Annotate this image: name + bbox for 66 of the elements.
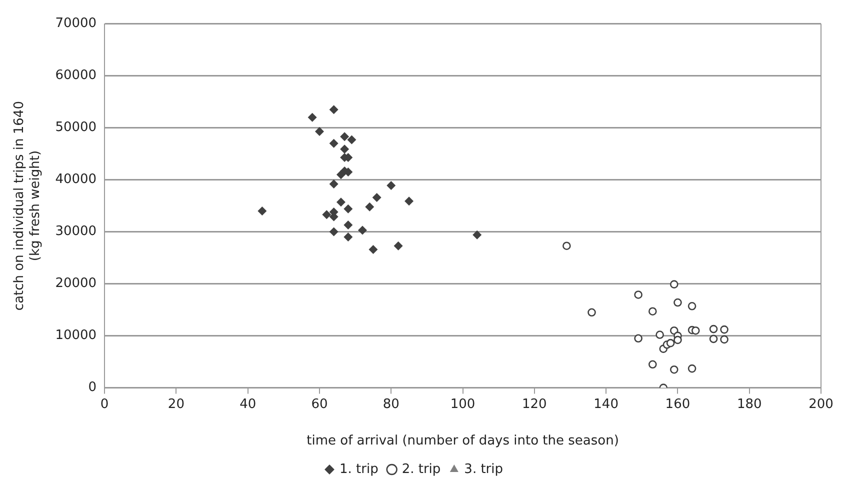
point	[329, 138, 338, 148]
point	[365, 202, 374, 212]
point	[720, 335, 728, 344]
y-axis-title: catch on individual trips in 1640 (kg fresh weight)	[12, 101, 43, 311]
legend-label: 3. trip	[464, 462, 504, 477]
x-tick-label: 120	[522, 396, 547, 412]
point	[258, 206, 267, 216]
point	[688, 302, 696, 310]
x-tick-label: 40	[240, 396, 256, 412]
point	[688, 364, 696, 373]
y-tick-label: 70000	[55, 16, 97, 32]
point	[308, 112, 317, 122]
legend-label: 1. trip	[339, 462, 378, 477]
y-tick-label: 50000	[55, 120, 97, 136]
y-tick-label: 0	[88, 380, 97, 396]
point	[648, 360, 657, 369]
point	[347, 135, 356, 144]
x-tick-label: 100	[450, 396, 476, 412]
point	[634, 334, 642, 343]
point	[368, 244, 378, 254]
x-tick-label: 0	[100, 396, 109, 412]
point	[394, 241, 403, 250]
x-tick-label: 140	[594, 396, 618, 412]
point	[329, 179, 338, 188]
y-tick-label: 60000	[55, 68, 97, 84]
x-tick-label: 180	[736, 396, 762, 412]
y-tick-label: 10000	[55, 328, 97, 344]
point	[670, 365, 678, 374]
point	[386, 181, 396, 190]
point	[656, 330, 664, 339]
point	[358, 226, 367, 235]
point	[562, 242, 571, 250]
point	[709, 334, 718, 344]
point	[670, 280, 678, 288]
point	[336, 198, 346, 207]
point	[720, 325, 728, 334]
point	[340, 144, 350, 154]
point	[691, 326, 700, 335]
point	[344, 232, 353, 242]
point	[674, 336, 682, 344]
y-tick-label: 30000	[55, 224, 97, 240]
point	[588, 308, 596, 317]
x-tick-label: 20	[168, 396, 184, 412]
y-tick-label: 40000	[55, 172, 97, 188]
point	[674, 298, 682, 307]
x-axis-title: time of arrival (number of days into the season)	[306, 434, 619, 449]
point	[314, 126, 324, 136]
point	[634, 290, 642, 299]
point	[372, 192, 382, 202]
x-tick-label: 80	[382, 396, 400, 412]
y-tick-label: 20000	[55, 276, 97, 292]
x-tick-label: 200	[808, 396, 834, 412]
point	[322, 210, 332, 220]
point	[709, 324, 718, 334]
legend-label: 2. trip	[402, 462, 441, 477]
point	[404, 196, 414, 206]
point	[344, 220, 353, 230]
point	[472, 230, 482, 240]
x-tick-label: 60	[311, 396, 328, 412]
x-tick-label: 160	[665, 396, 690, 412]
point	[344, 204, 353, 214]
point	[329, 227, 338, 236]
point	[648, 307, 657, 316]
point	[329, 105, 338, 114]
point	[340, 132, 350, 142]
point	[666, 338, 675, 348]
